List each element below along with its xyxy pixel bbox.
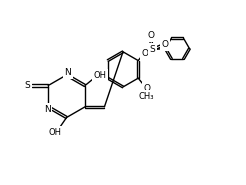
Text: O: O (147, 31, 154, 40)
Text: O: O (141, 49, 149, 58)
Text: N: N (44, 105, 51, 114)
Text: CH₃: CH₃ (138, 92, 154, 101)
Text: N: N (64, 68, 71, 77)
Text: OH: OH (49, 128, 62, 137)
Text: S: S (150, 45, 155, 54)
Text: O: O (144, 84, 151, 93)
Text: S: S (25, 81, 30, 90)
Text: O: O (162, 40, 169, 49)
Text: OH: OH (93, 70, 106, 80)
